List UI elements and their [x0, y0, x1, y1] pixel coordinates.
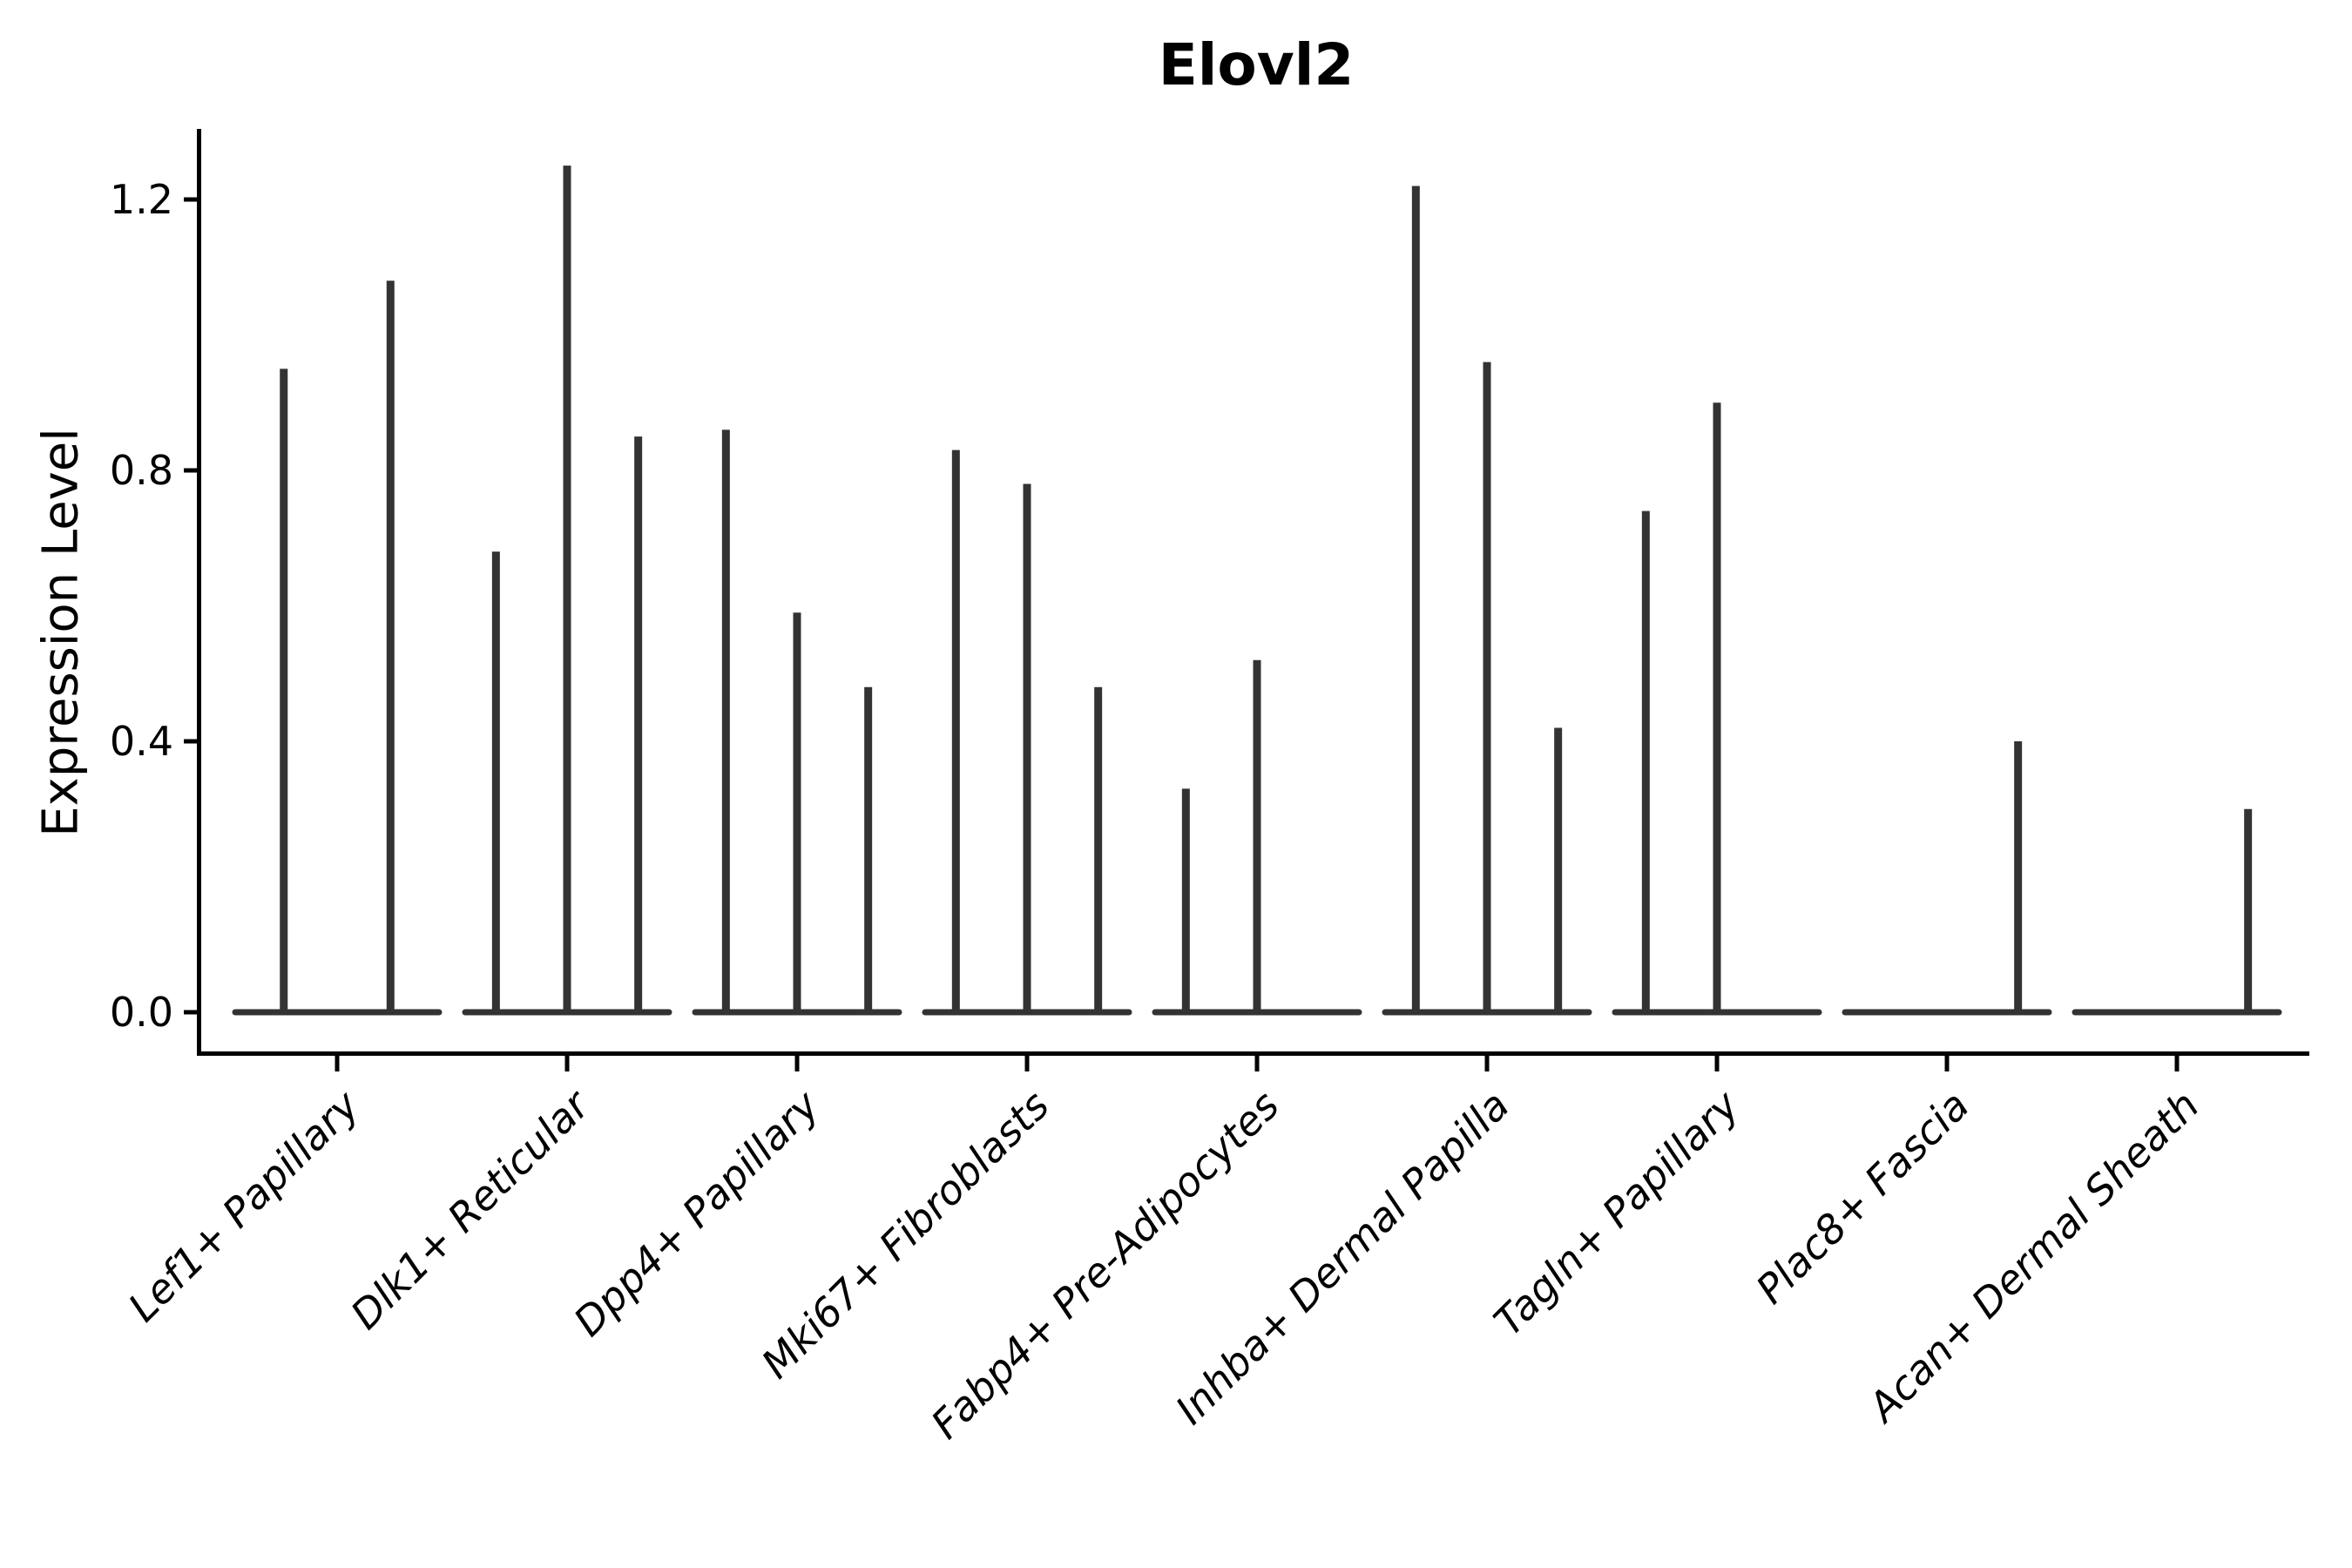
x-tick-mark — [1254, 1056, 1260, 1071]
x-tick-mark — [1484, 1056, 1490, 1071]
y-tick-mark — [184, 739, 197, 744]
x-tick-mark — [1944, 1056, 1950, 1071]
x-tick-mark — [1024, 1056, 1030, 1071]
violin-baseline — [2072, 1009, 2282, 1016]
y-tick-mark — [184, 468, 197, 473]
x-axis-spine — [197, 1051, 2309, 1056]
violin-baseline — [232, 1009, 443, 1016]
x-category-label: Tagln+ Papillary — [1484, 1081, 1748, 1345]
plot-title: Elovl2 — [1158, 31, 1355, 98]
y-tick-label: 1.2 — [110, 176, 173, 223]
x-tick-mark — [1714, 1056, 1720, 1071]
y-axis-spine — [197, 129, 201, 1056]
x-category-label: Lef1+ Papillary — [119, 1081, 368, 1330]
y-tick-mark — [184, 1010, 197, 1015]
y-axis-label: Expression Level — [32, 428, 90, 837]
y-tick-label: 0.4 — [110, 718, 173, 765]
x-category-label: Dlk1+ Reticular — [341, 1079, 600, 1338]
y-tick-mark — [184, 197, 197, 202]
x-tick-mark — [335, 1056, 340, 1071]
x-tick-mark — [794, 1056, 800, 1071]
x-category-label: Plac8+ Fascia — [1747, 1082, 1977, 1313]
x-category-label: Dpp4+ Papillary — [564, 1081, 828, 1345]
y-tick-label: 0.0 — [110, 989, 173, 1036]
y-tick-label: 0.8 — [110, 447, 173, 494]
x-tick-mark — [2174, 1056, 2180, 1071]
violin-baseline — [1842, 1009, 2052, 1016]
x-tick-mark — [564, 1056, 570, 1071]
